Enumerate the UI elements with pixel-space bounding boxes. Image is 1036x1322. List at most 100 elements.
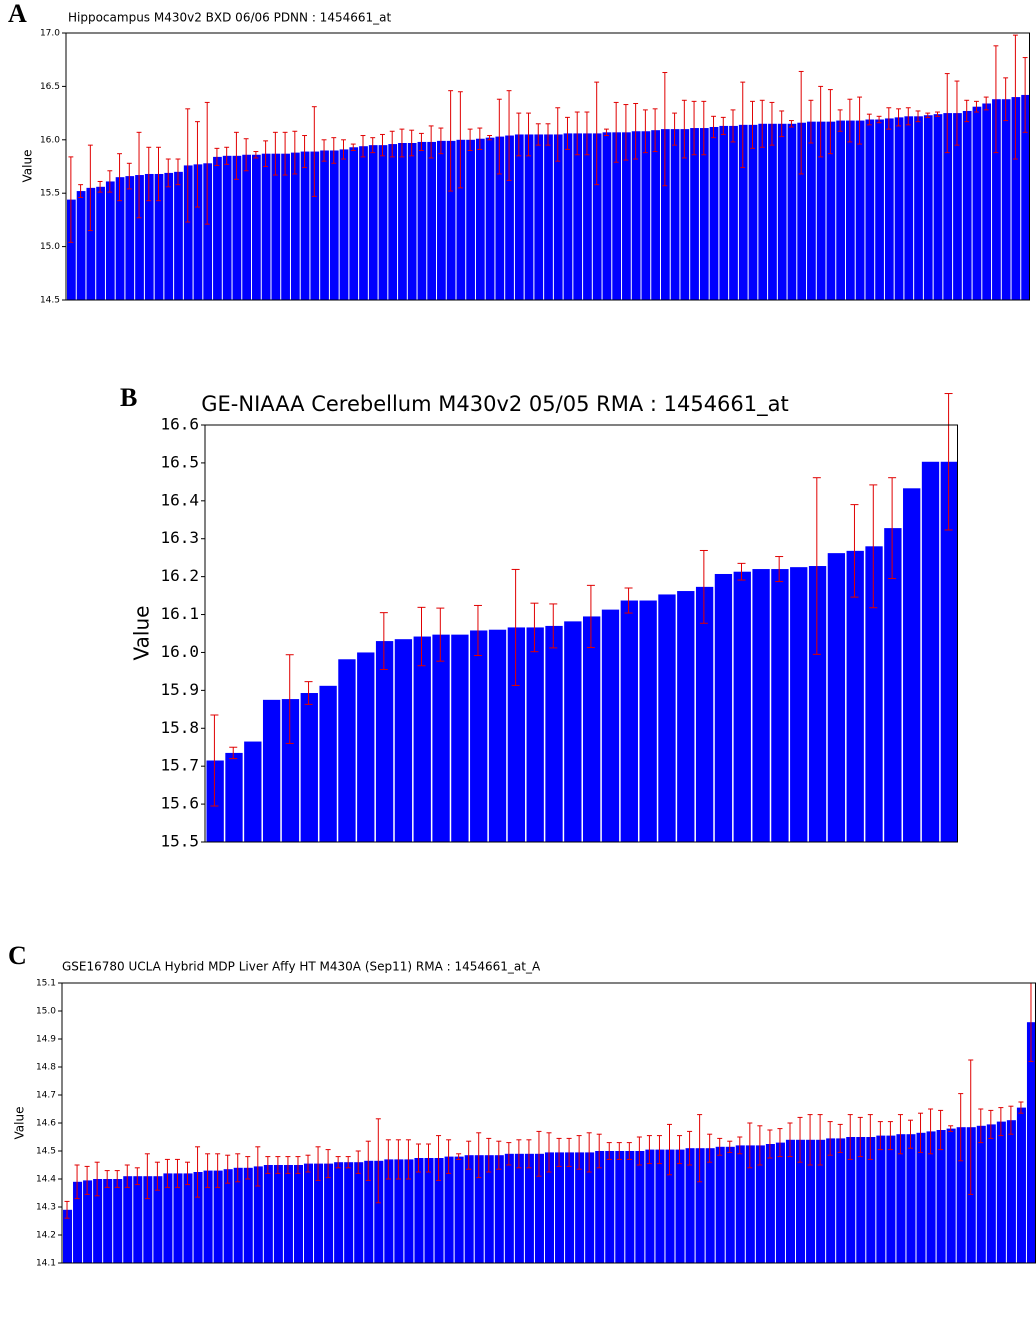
bar <box>374 1160 384 1263</box>
error-bar <box>526 112 531 157</box>
error-bar <box>350 143 356 151</box>
x-tick-label: C58/J <box>585 1268 593 1286</box>
error-bar <box>389 130 395 158</box>
bar <box>494 1155 504 1263</box>
x-tick-label: B6D2F1 <box>193 305 201 333</box>
x-tick-label: C3H/HeJ <box>495 1268 503 1297</box>
error-bar <box>907 1119 913 1149</box>
x-tick-label: 06 <box>914 304 922 313</box>
x-tick-label: 75 <box>470 847 485 864</box>
x-tick-label: 12 <box>575 1268 583 1277</box>
bar <box>281 153 290 300</box>
bar <box>324 1163 334 1263</box>
error-bar <box>68 156 74 243</box>
error-bar <box>642 109 648 154</box>
error-bar <box>954 80 960 146</box>
bar <box>714 573 733 842</box>
x-tick-label: 73 <box>554 305 562 314</box>
x-tick-label: 06 <box>726 1267 734 1276</box>
bar <box>936 1130 946 1263</box>
error-bar <box>779 110 785 138</box>
error-bar <box>808 99 814 144</box>
y-tick-label: 14.2 <box>36 1231 56 1241</box>
x-tick-label: 15 <box>565 847 580 864</box>
bar <box>488 629 507 842</box>
bar <box>622 132 631 300</box>
error-bar <box>646 1135 652 1165</box>
error-bar <box>586 584 595 649</box>
x-tick-label: BXA24 <box>836 1267 844 1291</box>
x-tick-label: 61 <box>330 305 338 314</box>
x-tick-label: AXB1 <box>615 1268 623 1287</box>
error-bar <box>606 1142 612 1160</box>
bar <box>595 1151 605 1263</box>
error-bar <box>747 1122 753 1169</box>
x-tick-label: 66 <box>226 847 241 864</box>
x-tick-label: LG/J <box>527 847 542 873</box>
x-tick-label: BXH9 <box>625 1268 633 1287</box>
bar <box>962 110 972 300</box>
x-tick-label: 19 <box>408 305 416 314</box>
error-bar <box>375 1118 381 1204</box>
x-tick-label: 97 <box>941 847 956 864</box>
bar <box>903 488 921 842</box>
bar <box>526 627 544 842</box>
bar <box>103 1179 113 1263</box>
error-bar <box>315 1146 321 1181</box>
error-bar <box>633 102 639 160</box>
bar <box>966 1127 976 1263</box>
error-bar <box>530 602 539 653</box>
x-tick-label: 98 <box>593 305 601 314</box>
bar <box>816 121 826 300</box>
bar <box>639 600 657 842</box>
error-bar <box>767 1129 773 1159</box>
bar <box>992 99 1001 300</box>
chart-title: GE-NIAAA Cerebellum M430v2 05/05 RMA : 1… <box>201 392 789 417</box>
bar <box>865 119 875 300</box>
error-bar <box>496 98 502 175</box>
error-bar <box>837 1123 843 1153</box>
error-bar <box>487 135 493 141</box>
bar <box>680 129 690 300</box>
bar <box>334 1162 344 1263</box>
x-tick-label: 24 <box>320 304 328 313</box>
x-tick-label: CXB8 <box>895 305 903 324</box>
bar <box>1011 97 1021 300</box>
error-bar <box>438 127 444 155</box>
error-bar <box>345 1156 351 1169</box>
error-bar <box>896 108 901 127</box>
x-tick-label: AXB6 <box>505 1267 513 1286</box>
bar <box>86 187 96 300</box>
error-bar <box>777 1128 783 1158</box>
x-tick-label: 129X1/SvJ <box>404 1268 412 1304</box>
error-bar <box>897 1114 903 1155</box>
y-axis-label: Value <box>130 606 154 661</box>
x-tick-label: 21 <box>456 305 464 314</box>
x-tick-label: 23 <box>690 305 698 314</box>
error-bar <box>185 1161 191 1186</box>
error-bar <box>887 1121 893 1151</box>
x-tick-label: BXA25 <box>455 1268 463 1291</box>
error-bar <box>417 606 426 667</box>
x-tick-label: 75 <box>369 305 377 314</box>
bar <box>233 1167 243 1263</box>
error-bar <box>797 1116 803 1163</box>
error-bar <box>325 1149 331 1179</box>
bar <box>768 123 777 300</box>
x-tick-label: 39 <box>875 305 883 314</box>
bar <box>507 627 526 842</box>
error-bar <box>555 107 561 162</box>
bar <box>956 1127 966 1263</box>
x-tick-label: NZB/BlNJ <box>515 1268 523 1299</box>
x-tick-label: 01 <box>476 305 484 314</box>
bar <box>252 154 261 300</box>
bar <box>154 173 164 300</box>
error-bar <box>78 184 84 198</box>
error-bar <box>652 108 658 153</box>
bar <box>283 1165 293 1263</box>
x-tick-label: 62 <box>388 305 396 314</box>
bar <box>690 128 699 300</box>
x-tick-label: KK/HlJ <box>563 305 571 326</box>
error-bar <box>827 89 833 155</box>
x-tick-label: LP/J <box>294 1268 302 1281</box>
